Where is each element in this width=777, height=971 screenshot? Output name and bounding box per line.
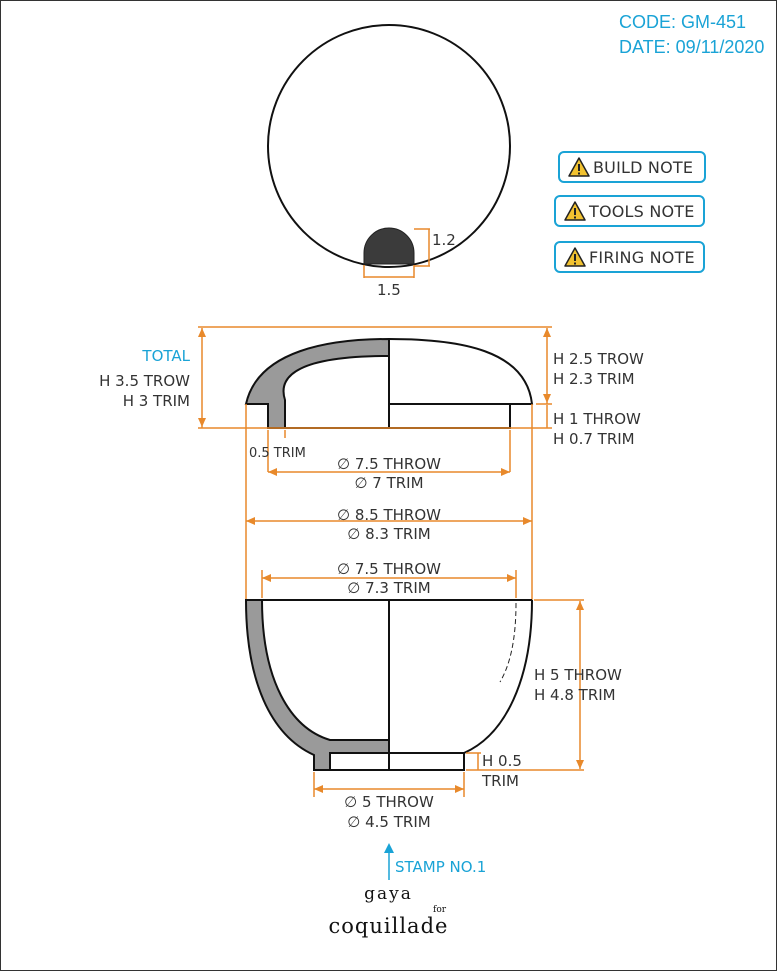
warning-icon	[568, 157, 590, 177]
knob-dimension-lines	[363, 228, 430, 278]
lid-dome-throw: H 2.5 TROW	[553, 350, 644, 368]
brand-top: gaya	[364, 884, 413, 904]
cup-inner-curve-dashed	[499, 602, 517, 683]
cup-height-throw: H 5 THROW	[534, 666, 622, 684]
lid-flange-trim: H 0.7 TRIM	[553, 430, 635, 448]
cup-height-trim: H 4.8 TRIM	[534, 686, 616, 704]
shared-dia-throw: ∅ 8.5 THROW	[337, 506, 441, 524]
cup-arrowheads	[262, 574, 584, 793]
brand-bottom: coquillade	[328, 914, 449, 938]
firing-note-label: FIRING NOTE	[589, 247, 695, 267]
lid-dome-trim: H 2.3 TRIM	[553, 370, 635, 388]
tools-note-label: TOOLS NOTE	[589, 201, 695, 221]
lid-flange-throw: H 1 THROW	[553, 410, 641, 428]
lid-arrowheads	[198, 328, 551, 525]
build-note-button[interactable]: BUILD NOTE	[558, 151, 706, 183]
lid-wall-trim: 0.5 TRIM	[249, 446, 306, 461]
lid-inner-dia-trim: ∅ 7 TRIM	[354, 474, 423, 492]
stamp-label: STAMP NO.1	[395, 858, 486, 876]
lid-top-view-circle	[267, 24, 511, 268]
cup-foot-height: H 0.5	[482, 752, 522, 770]
cup-foot-trim: TRIM	[481, 772, 519, 790]
cup-rim-dia-throw: ∅ 7.5 THROW	[337, 560, 441, 578]
knob-section	[363, 227, 415, 265]
brand-small: for	[433, 905, 447, 915]
stamp-arrow-head	[384, 843, 394, 853]
cup-section-wall	[244, 599, 390, 771]
knob-width-label: 1.5	[377, 281, 401, 299]
warning-icon	[564, 247, 586, 267]
lid-total-trim: H 3 TRIM	[123, 392, 190, 410]
cup-foot-dia-trim: ∅ 4.5 TRIM	[347, 813, 430, 831]
tools-note-button[interactable]: TOOLS NOTE	[554, 195, 705, 227]
cup-rim-dia-trim: ∅ 7.3 TRIM	[347, 579, 430, 597]
shared-dia-trim: ∅ 8.3 TRIM	[347, 525, 430, 543]
knob-height-label: 1.2	[432, 231, 456, 249]
cup-foot-dia-throw: ∅ 5 THROW	[344, 793, 434, 811]
lid-total-label: TOTAL	[141, 347, 190, 365]
cup-outline	[246, 599, 533, 771]
drawing-code: CODE: GM-451	[619, 12, 747, 32]
cup-dimension-lines	[261, 570, 584, 797]
lid-section-wall	[244, 337, 390, 429]
lid-total-throw: H 3.5 TROW	[99, 372, 190, 390]
firing-note-button[interactable]: FIRING NOTE	[554, 241, 705, 273]
build-note-label: BUILD NOTE	[593, 157, 694, 177]
warning-icon	[564, 201, 586, 221]
drawing-date: DATE: 09/11/2020	[619, 37, 765, 57]
lid-inner-dia-throw: ∅ 7.5 THROW	[337, 455, 441, 473]
lid-dimension-lines	[198, 326, 552, 600]
